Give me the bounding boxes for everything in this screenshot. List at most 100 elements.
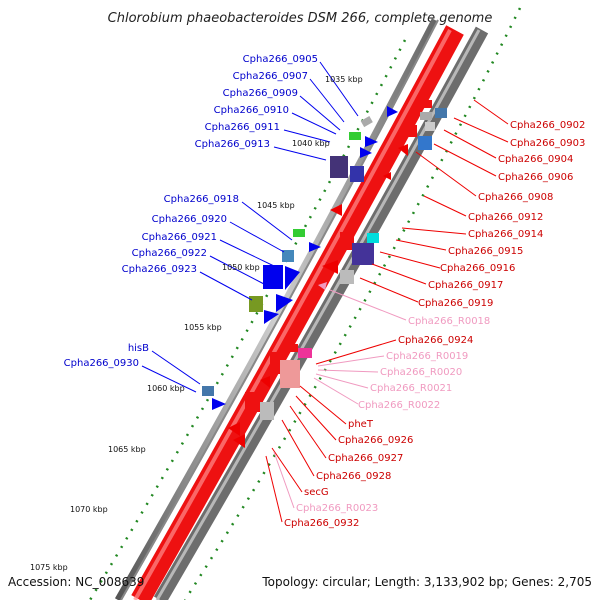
leader-line [273, 146, 327, 161]
forward-gray-band [153, 26, 489, 600]
leader-line [379, 251, 441, 269]
gene-label[interactable]: Cpha266_R0022 [358, 400, 440, 411]
feature-arrow [212, 398, 226, 410]
leader-line [317, 355, 385, 367]
leader-line [319, 61, 359, 117]
feature-arrow [264, 310, 279, 324]
feature-block [405, 125, 417, 137]
scale-label: 1035 kbp [325, 75, 363, 84]
leader-line [313, 377, 359, 405]
leader-line [309, 78, 345, 123]
leader-line [315, 373, 369, 389]
leader-line [199, 271, 253, 301]
gene-label[interactable]: Cpha266_0910 [214, 105, 289, 116]
gene-label[interactable]: Cpha266_R0023 [296, 503, 378, 514]
feature-block [350, 166, 364, 182]
gene-label[interactable]: Cpha266_0916 [440, 263, 515, 274]
gene-label[interactable]: Cpha266_0914 [468, 229, 543, 240]
gene-label[interactable]: Cpha266_0922 [132, 248, 207, 259]
gene-label[interactable]: Cpha266_0915 [448, 246, 523, 257]
gene-label[interactable]: secG [304, 487, 329, 498]
gene-label[interactable]: Cpha266_0903 [510, 138, 585, 149]
gene-label[interactable]: Cpha266_R0020 [380, 367, 462, 378]
feature-block [280, 360, 300, 388]
gene-label[interactable]: Cpha266_R0021 [370, 383, 452, 394]
gene-label[interactable]: Cpha266_0924 [398, 335, 473, 346]
genome-backbone-core [120, 19, 439, 600]
leader-line [229, 221, 285, 253]
gene-label[interactable]: Cpha266_0912 [468, 212, 543, 223]
gene-label[interactable]: Cpha266_R0018 [408, 316, 490, 327]
gene-label[interactable]: Cpha266_0917 [428, 280, 503, 291]
gene-label[interactable]: Cpha266_0908 [478, 192, 553, 203]
feature-arrow [233, 434, 245, 448]
feature-block [288, 344, 298, 352]
feature-block [425, 122, 435, 131]
feature-arrow [398, 144, 408, 156]
scale-labels: 1035 kbp 1040 kbp 1045 kbp 1050 kbp 1055… [30, 75, 363, 572]
gene-label[interactable]: hisB [128, 343, 149, 354]
accession-label: Accession: NC_008639 [8, 575, 144, 589]
gene-label[interactable]: Cpha266_0923 [122, 264, 197, 275]
feature-block [282, 250, 294, 262]
feature-arrow [260, 376, 270, 388]
gene-label[interactable]: Cpha266_0913 [195, 139, 270, 150]
gene-label[interactable]: Cpha266_0911 [205, 122, 280, 133]
feature-block [420, 112, 432, 120]
leader-line [315, 339, 397, 365]
leader-line [295, 395, 337, 441]
leader-line [401, 227, 467, 235]
feature-block [340, 270, 354, 284]
map-title: Chlorobium phaeobacteroides DSM 266, com… [108, 11, 493, 26]
gene-label[interactable]: Cpha266_0907 [233, 71, 308, 82]
leader-line [209, 255, 265, 285]
gene-label[interactable]: Cpha266_0904 [498, 154, 573, 165]
feature-arrow [322, 260, 338, 274]
feature-arrow [318, 282, 327, 290]
leader-line [371, 263, 427, 285]
feature-block [298, 348, 312, 358]
leader-line [415, 151, 477, 197]
leader-line [219, 239, 275, 267]
forward-red-band-highlight [133, 29, 452, 600]
scale-label: 1060 kbp [147, 384, 185, 393]
scale-label: 1055 kbp [184, 323, 222, 332]
gene-label[interactable]: Cpha266_0921 [142, 232, 217, 243]
leader-line [283, 129, 331, 143]
gene-label[interactable]: Cpha266_0909 [223, 88, 298, 99]
leader-line [299, 385, 347, 425]
leader-line [265, 455, 283, 523]
leader-line [329, 289, 407, 321]
gene-label[interactable]: Cpha266_R0019 [386, 351, 468, 362]
gene-label[interactable]: Cpha266_0906 [498, 172, 573, 183]
feature-block [263, 265, 283, 289]
scale-label: 1050 kbp [222, 263, 260, 272]
gene-label[interactable]: Cpha266_0920 [152, 214, 227, 225]
gene-label[interactable]: Cpha266_0919 [418, 298, 493, 309]
leader-line [433, 143, 497, 177]
leader-line [299, 95, 341, 131]
gene-label[interactable]: Cpha266_0932 [284, 518, 359, 529]
gene-label[interactable]: Cpha266_0928 [316, 471, 391, 482]
topology-label: Topology: circular; Length: 3,133,902 bp… [261, 575, 592, 589]
feature-block [360, 116, 373, 128]
feature-arrow [383, 172, 391, 180]
gene-label[interactable]: Cpha266_0930 [64, 358, 139, 369]
forward-gray-band-highlight [155, 29, 481, 600]
gene-label[interactable]: Cpha266_0926 [338, 435, 413, 446]
gene-label[interactable]: Cpha266_0927 [328, 453, 403, 464]
gene-label[interactable]: Cpha266_0918 [164, 194, 239, 205]
gene-label[interactable]: Cpha266_0905 [243, 54, 318, 65]
feature-block [245, 392, 263, 412]
leader-line [317, 369, 379, 373]
right-gene-labels: Cpha266_0902 Cpha266_0903 Cpha266_0904 C… [284, 120, 585, 529]
feature-arrow [365, 136, 378, 147]
gene-label[interactable]: Cpha266_0902 [510, 120, 585, 131]
leader-line [453, 117, 509, 143]
leader-line [289, 405, 327, 459]
feature-arrow [309, 242, 321, 252]
feature-arrow [330, 204, 342, 216]
leader-line [423, 195, 467, 217]
gene-label[interactable]: pheT [348, 419, 374, 430]
